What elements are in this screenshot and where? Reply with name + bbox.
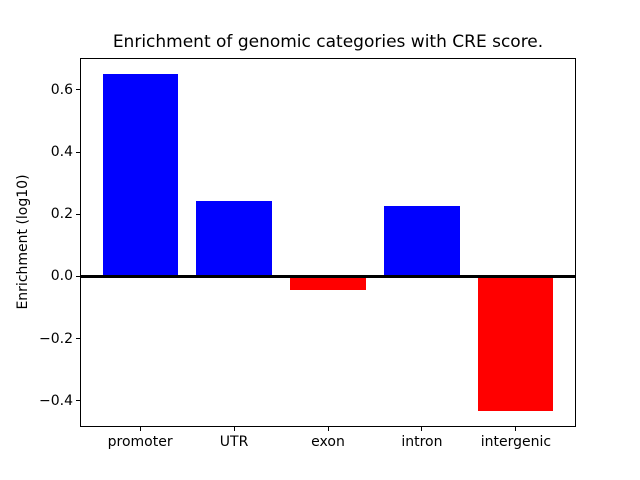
x-tick-mark — [233, 427, 235, 431]
y-tick-mark — [76, 89, 80, 91]
x-tick-mark — [421, 427, 423, 431]
bar-intergenic — [478, 276, 554, 411]
y-tick-mark — [76, 400, 80, 402]
y-tick-mark — [76, 275, 80, 277]
y-axis-label: Enrichment (log10) — [15, 174, 31, 310]
chart-title: Enrichment of genomic categories with CR… — [112, 32, 544, 52]
bar-UTR — [196, 200, 272, 277]
y-tick-label: 0.6 — [50, 81, 73, 98]
y-tick-label: −0.2 — [39, 330, 73, 347]
y-tick-label: 0.4 — [50, 144, 73, 161]
bar-intron — [384, 206, 460, 277]
x-tick-label-intergenic: intergenic — [480, 434, 552, 450]
x-tick-label-intron: intron — [401, 434, 443, 450]
bar-promoter — [102, 73, 178, 277]
y-tick-label: −0.4 — [39, 392, 73, 409]
x-tick-mark — [327, 427, 329, 431]
zero-line — [80, 275, 576, 278]
x-tick-mark — [139, 427, 141, 431]
y-tick-mark — [76, 213, 80, 215]
y-tick-label: 0.0 — [50, 268, 73, 285]
x-tick-mark — [515, 427, 517, 431]
y-tick-mark — [76, 151, 80, 153]
x-tick-label-UTR: UTR — [219, 434, 249, 450]
x-tick-label-promoter: promoter — [107, 434, 173, 450]
y-tick-label: 0.2 — [50, 206, 73, 223]
y-tick-mark — [76, 338, 80, 340]
x-tick-label-exon: exon — [311, 434, 345, 450]
bar-exon — [290, 276, 366, 290]
